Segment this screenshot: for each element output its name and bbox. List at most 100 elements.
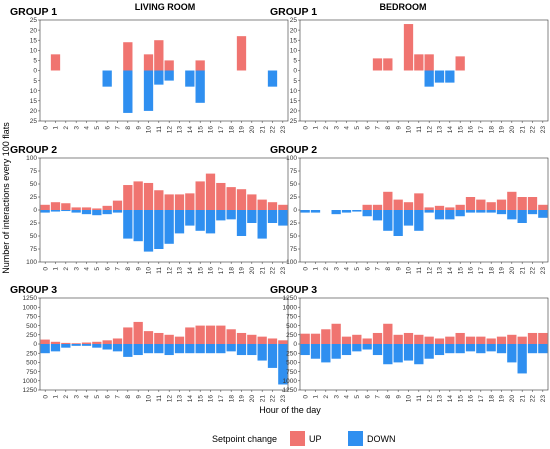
x-tick-label: 20 [509, 395, 516, 403]
bar-down-hour-16 [465, 344, 476, 352]
x-tick-label: 11 [156, 395, 163, 402]
bar-down-hour-1 [50, 210, 61, 212]
x-tick-label: 17 [218, 267, 225, 275]
bar-down-hour-6 [102, 70, 112, 87]
x-tick-label: 3 [333, 267, 340, 271]
bar-down-hour-6 [362, 344, 372, 350]
bar-up-hour-2 [61, 342, 71, 344]
y-tick-label: 5 [293, 78, 297, 85]
y-tick-label: 1000 [283, 378, 298, 385]
bar-down-hour-17 [216, 210, 226, 221]
bar-down-hour-23 [538, 344, 548, 354]
y-tick-label: 10 [30, 48, 38, 55]
bar-down-hour-11 [154, 210, 164, 249]
bar-up-hour-8 [383, 58, 393, 71]
x-tick-label: 17 [218, 395, 225, 403]
bar-down-hour-23 [278, 210, 288, 226]
bar-up-hour-1 [50, 202, 61, 210]
bar-up-hour-17 [216, 182, 226, 210]
x-tick-label: 14 [447, 126, 454, 134]
bar-up-hour-12 [164, 334, 174, 344]
x-tick-label: 18 [488, 267, 495, 275]
bar-down-hour-19 [236, 344, 247, 356]
y-tick-label: 15 [290, 37, 298, 44]
bar-down-hour-3 [331, 210, 341, 215]
bar-down-hour-5 [352, 210, 362, 212]
bar-up-hour-20 [507, 191, 517, 210]
y-tick-label: 75 [290, 246, 298, 253]
x-tick-label: 10 [406, 395, 413, 403]
bar-up-hour-12 [424, 336, 434, 344]
x-tick-label: 22 [270, 267, 277, 275]
x-tick-label: 8 [385, 267, 392, 271]
bar-up-hour-22 [527, 332, 538, 344]
bar-up-hour-19 [236, 189, 247, 210]
bar-down-hour-13 [434, 210, 445, 220]
bar-up-hour-10 [143, 182, 154, 210]
bar-down-hour-2 [61, 344, 71, 348]
x-tick-label: 17 [478, 126, 485, 134]
x-tick-label: 16 [208, 395, 215, 403]
x-tick-label: 12 [166, 395, 173, 403]
panel-frame [39, 157, 289, 263]
bar-down-hour-12 [424, 70, 434, 87]
x-tick-label: 23 [280, 267, 287, 275]
bar-down-hour-5 [352, 344, 362, 352]
bar-up-hour-7 [372, 332, 383, 344]
bar-down-hour-0 [300, 344, 310, 356]
panel-title: GROUP 3 [270, 284, 317, 296]
legend-label-down: DOWN [367, 434, 396, 444]
y-tick-label: 25 [30, 118, 38, 125]
bar-up-hour-10 [143, 54, 154, 71]
x-tick-label: 2 [323, 126, 330, 130]
y-tick-label: 50 [290, 233, 298, 240]
bar-down-hour-13 [174, 210, 185, 234]
bar-down-hour-10 [143, 344, 154, 354]
bar-down-hour-12 [424, 210, 434, 213]
bar-up-hour-10 [403, 24, 414, 71]
y-tick-label: 250 [286, 350, 297, 357]
bar-up-hour-16 [465, 197, 476, 210]
bar-down-hour-5 [92, 344, 102, 348]
x-tick-label: 10 [146, 126, 153, 134]
bar-up-hour-23 [538, 332, 548, 344]
bar-up-hour-8 [123, 185, 133, 210]
bar-up-hour-18 [486, 338, 496, 344]
x-tick-label: 18 [228, 126, 235, 134]
bar-up-hour-15 [195, 60, 205, 71]
y-tick-label: 75 [290, 168, 298, 175]
x-tick-label: 4 [344, 267, 351, 271]
x-tick-label: 19 [239, 267, 246, 275]
panel-6: GROUP 3125010007505002500250500750100012… [270, 284, 549, 403]
legend-label-up: UP [309, 434, 322, 444]
bar-up-hour-9 [393, 334, 403, 344]
panel-frame [39, 19, 289, 122]
bar-up-hour-23 [278, 204, 288, 210]
bar-up-hour-22 [267, 338, 278, 344]
y-tick-label: 100 [286, 155, 297, 162]
bar-down-hour-16 [465, 210, 476, 213]
bar-down-hour-21 [517, 344, 527, 374]
bar-up-hour-6 [102, 205, 112, 210]
bar-down-hour-7 [112, 210, 123, 213]
bar-up-hour-8 [123, 327, 133, 344]
y-tick-label: 75 [30, 168, 38, 175]
legend: Setpoint change UP DOWN [212, 431, 396, 446]
y-tick-label: 100 [26, 155, 37, 162]
bar-up-hour-12 [424, 54, 434, 71]
bar-down-hour-22 [267, 70, 278, 87]
bar-up-hour-17 [216, 325, 226, 344]
bar-down-hour-11 [154, 344, 164, 354]
bar-down-hour-1 [310, 210, 321, 213]
bar-down-hour-10 [403, 344, 414, 361]
x-tick-label: 13 [177, 267, 184, 275]
bar-up-hour-12 [164, 60, 174, 71]
x-tick-label: 7 [115, 267, 122, 271]
bar-up-hour-1 [310, 333, 321, 344]
bar-down-hour-15 [195, 70, 205, 103]
bar-up-hour-5 [92, 208, 102, 210]
bar-down-hour-21 [257, 344, 267, 361]
bar-down-hour-3 [331, 344, 341, 359]
x-tick-label: 3 [333, 126, 340, 130]
